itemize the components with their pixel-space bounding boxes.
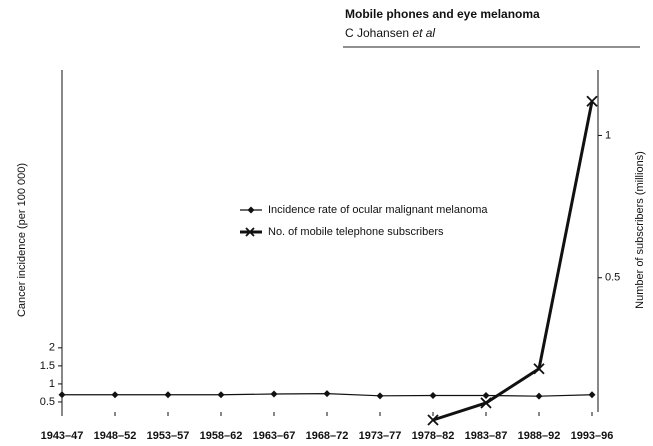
- legend-label: No. of mobile telephone subscribers: [268, 226, 444, 238]
- y-tick-label: 1: [49, 378, 55, 390]
- marker-x: [427, 414, 439, 426]
- x-tick-label: 1973–77: [359, 430, 402, 442]
- y2-tick-label: 0.5: [605, 272, 620, 284]
- x-tick-label: 1993–96: [571, 430, 614, 442]
- legend-marker: [247, 206, 255, 214]
- legend-marker: [245, 227, 255, 237]
- x-tick-label: 1948–52: [94, 430, 137, 442]
- header-author: C Johansen et al: [345, 26, 435, 40]
- x-tick-label: 1953–57: [147, 430, 190, 442]
- x-tick-label: 1983–87: [465, 430, 508, 442]
- y-tick-label: 0.5: [40, 396, 55, 408]
- marker-diamond: [58, 391, 66, 399]
- marker-diamond: [323, 390, 331, 398]
- y-tick-label: 2: [49, 342, 55, 354]
- marker-diamond: [588, 391, 596, 399]
- author-suffix: et al: [412, 26, 435, 40]
- x-tick-label: 1943–47: [41, 430, 84, 442]
- y-tick-label: 1.5: [40, 360, 55, 372]
- y-axis-title: Cancer incidence (per 100 000): [16, 163, 28, 317]
- series-line: [432, 101, 594, 422]
- marker-diamond: [376, 392, 384, 400]
- marker-diamond: [535, 392, 543, 400]
- marker-x: [533, 363, 545, 375]
- marker-diamond: [217, 391, 225, 399]
- marker-diamond: [482, 391, 490, 399]
- x-tick-label: 1968–72: [306, 430, 349, 442]
- marker-diamond: [429, 391, 437, 399]
- marker-x: [586, 95, 598, 107]
- header-title: Mobile phones and eye melanoma: [345, 7, 540, 21]
- y2-tick-label: 1: [605, 129, 611, 141]
- legend-label: Incidence rate of ocular malignant melan…: [268, 204, 488, 216]
- x-tick-label: 1988–92: [518, 430, 561, 442]
- x-tick-label: 1958–62: [200, 430, 243, 442]
- marker-diamond: [270, 390, 278, 398]
- y2-axis-title: Number of subscribers (millions): [634, 151, 646, 309]
- marker-x: [480, 397, 492, 409]
- marker-diamond: [111, 391, 119, 399]
- x-tick-label: 1963–67: [253, 430, 296, 442]
- author: C Johansen: [345, 26, 409, 40]
- marker-diamond: [164, 391, 172, 399]
- x-tick-label: 1978–82: [412, 430, 455, 442]
